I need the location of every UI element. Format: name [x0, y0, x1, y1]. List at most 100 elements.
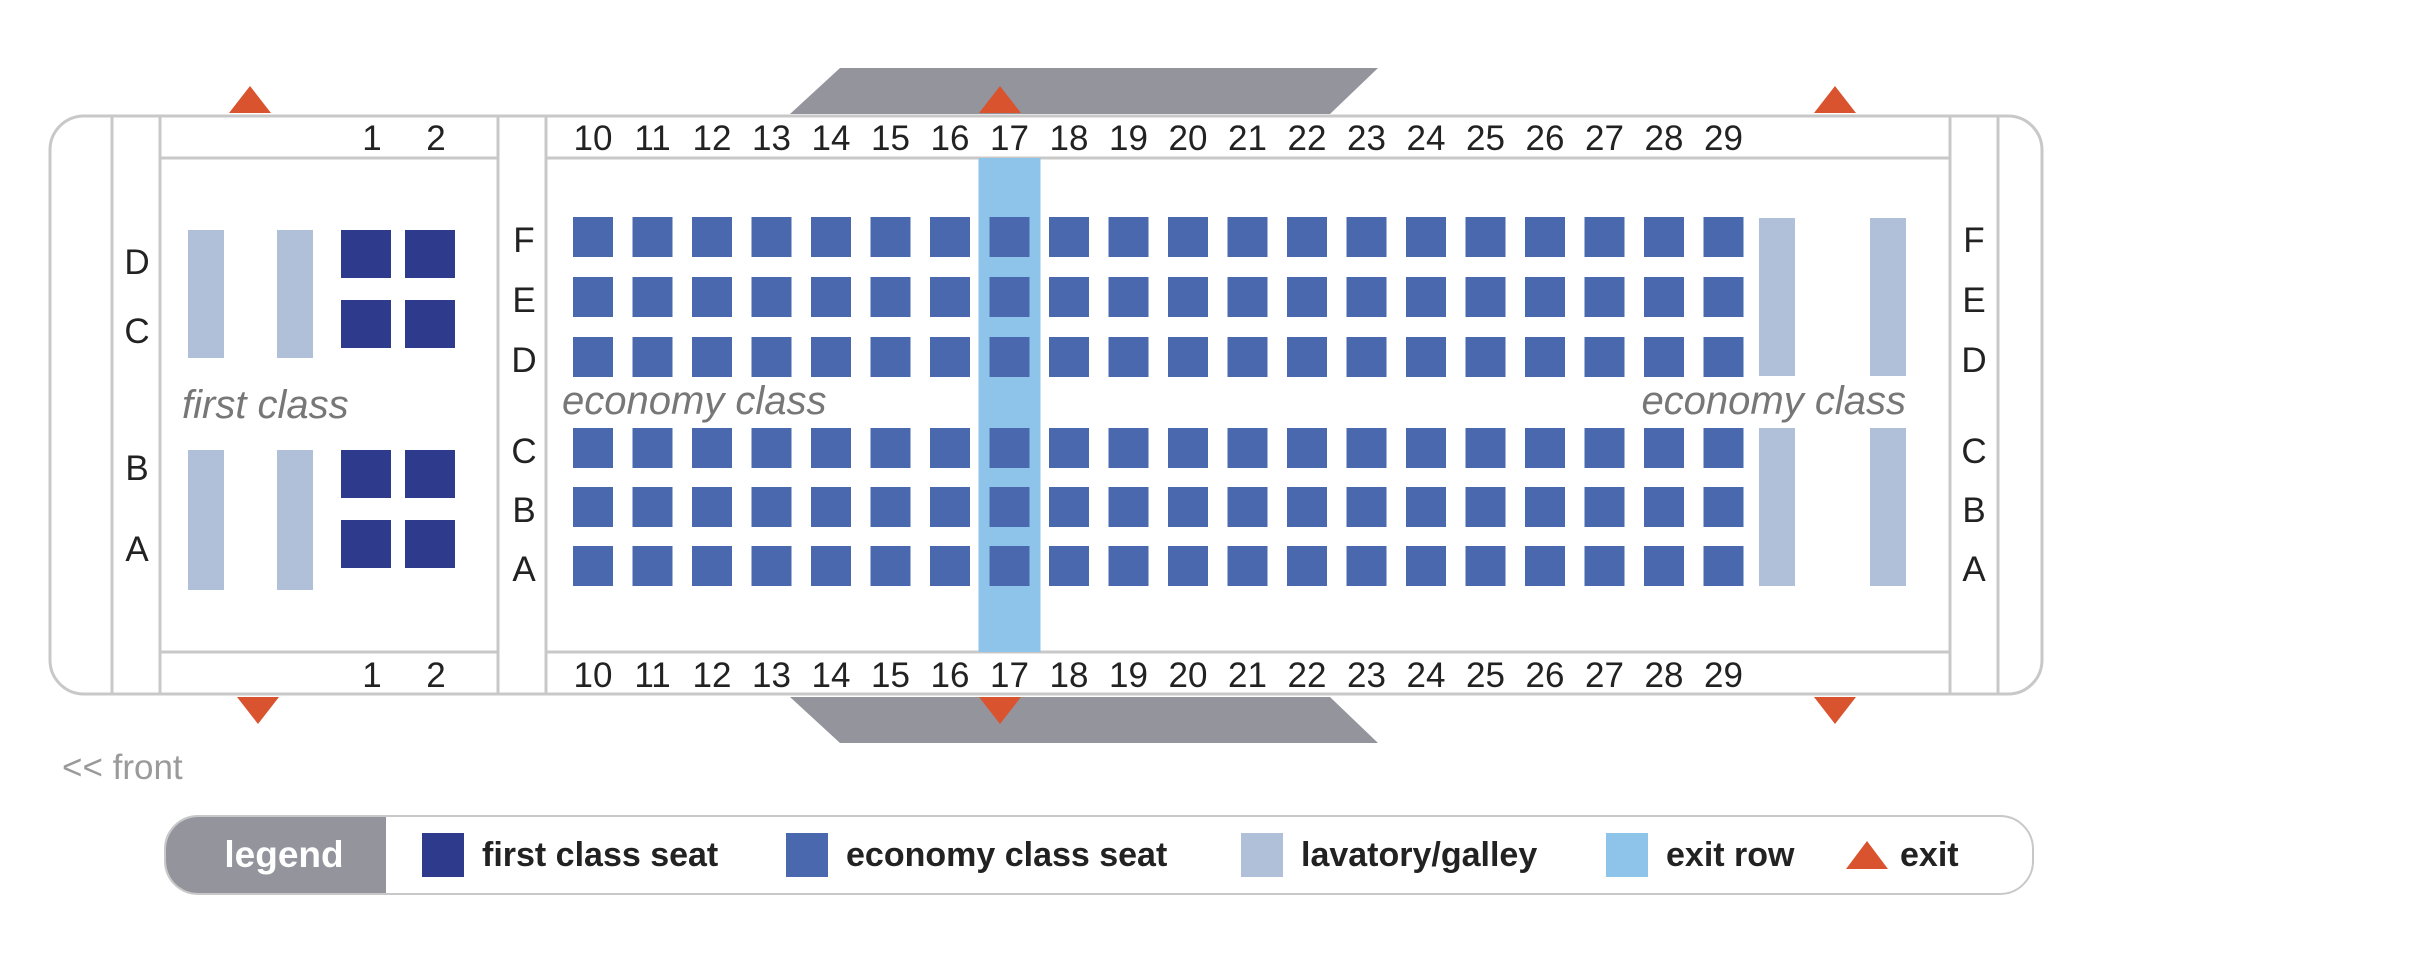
seat-letter: A [512, 550, 536, 589]
economy-seat [1525, 337, 1565, 377]
economy-seat [1346, 487, 1387, 527]
economy-seat [1584, 217, 1625, 257]
lavatory-galley-block [1759, 218, 1795, 376]
economy-seat [1168, 277, 1208, 317]
economy-seat [573, 428, 613, 468]
economy-seat [930, 277, 970, 317]
economy-seat [811, 217, 851, 257]
seat-letter: E [1962, 281, 1985, 320]
economy-seat [930, 487, 970, 527]
economy-seat [1644, 546, 1684, 586]
economy-seat [1525, 277, 1565, 317]
economy-seat [1287, 546, 1327, 586]
economy-seat [573, 337, 613, 377]
seat-letter: D [124, 243, 149, 282]
economy-seat [1525, 217, 1565, 257]
economy-seat [751, 546, 792, 586]
economy-seat [1346, 546, 1387, 586]
economy-seat [1346, 337, 1387, 377]
economy-seat [1465, 217, 1506, 257]
legend-item-lavatory-galley: lavatory/galley [1241, 817, 1537, 893]
economy-seat [1584, 487, 1625, 527]
wing-bottom [790, 697, 1378, 743]
economy-seat [1703, 337, 1744, 377]
economy-seat [1525, 487, 1565, 527]
economy-seat [1465, 546, 1506, 586]
economy-seat [989, 277, 1030, 317]
row-number-top: 21 [1228, 119, 1267, 158]
economy-seat [930, 217, 970, 257]
economy-seat [1227, 277, 1268, 317]
seat-letter: A [125, 530, 149, 569]
row-number-bottom: 21 [1228, 656, 1267, 695]
economy-seat [751, 428, 792, 468]
legend-label: exit [1900, 835, 1959, 874]
economy-seat [870, 487, 911, 527]
economy-seat [1108, 217, 1149, 257]
economy-seat [1287, 217, 1327, 257]
economy-seat [930, 428, 970, 468]
row-number-top: 23 [1347, 119, 1386, 158]
economy-seat [1108, 337, 1149, 377]
row-number-top: 16 [931, 119, 970, 158]
seat-letter: A [1962, 550, 1986, 589]
economy-seat [1703, 217, 1744, 257]
first-class-seat-swatch [422, 833, 464, 877]
economy-seat [1049, 428, 1089, 468]
row-number-bottom: 20 [1169, 656, 1208, 695]
economy-seat [1525, 546, 1565, 586]
economy-seat [930, 546, 970, 586]
legend-label: lavatory/galley [1301, 835, 1538, 874]
seat-letter: C [124, 312, 149, 351]
economy-seat [632, 546, 673, 586]
row-number-bottom: 26 [1526, 656, 1565, 695]
lavatory-galley-block [188, 450, 224, 590]
economy-seat [573, 487, 613, 527]
row-number-bottom: 1 [362, 656, 381, 695]
economy-seat [573, 546, 613, 586]
row-number-bottom: 28 [1645, 656, 1684, 695]
economy-seat [1406, 337, 1446, 377]
economy-seat [1227, 428, 1268, 468]
legend-label: economy class seat [846, 835, 1168, 874]
wing-top [790, 68, 1378, 114]
economy-seat [811, 487, 851, 527]
legend-label: first class seat [482, 835, 719, 874]
exit-triangle-icon [979, 86, 1021, 113]
economy-seat [1584, 277, 1625, 317]
row-number-top: 19 [1109, 119, 1148, 158]
economy-seat [1703, 277, 1744, 317]
economy-seat [870, 337, 911, 377]
economy-seat [1346, 428, 1387, 468]
economy-seat [1168, 428, 1208, 468]
economy-seat [1049, 546, 1089, 586]
economy-seat [692, 487, 732, 527]
row-number-top: 13 [752, 119, 791, 158]
economy-seat [870, 428, 911, 468]
economy-seat [870, 546, 911, 586]
economy-class-label-front: economy class [562, 379, 827, 423]
exit-row-swatch [1606, 833, 1648, 877]
seat-letter: F [513, 221, 534, 260]
economy-seat [1168, 546, 1208, 586]
economy-seat [1346, 217, 1387, 257]
economy-seat [1227, 487, 1268, 527]
legend-item-first-class-seat: first class seat [422, 817, 718, 893]
row-number-bottom: 12 [693, 656, 732, 695]
row-number-top: 12 [693, 119, 732, 158]
row-number-top: 24 [1407, 119, 1446, 158]
row-number-top: 29 [1704, 119, 1743, 158]
economy-seat [1049, 487, 1089, 527]
row-number-bottom: 15 [871, 656, 910, 695]
seat-letter: D [511, 341, 536, 380]
seat-letter: B [1962, 491, 1985, 530]
economy-seat [1287, 487, 1327, 527]
seat-letter: F [1963, 221, 1984, 260]
row-number-bottom: 18 [1050, 656, 1089, 695]
economy-seat [692, 217, 732, 257]
legend-item-exit: exit [1846, 817, 1959, 893]
economy-seat [1406, 546, 1446, 586]
row-number-top: 17 [990, 119, 1029, 158]
seat-letter: B [125, 449, 148, 488]
economy-seat [811, 546, 851, 586]
